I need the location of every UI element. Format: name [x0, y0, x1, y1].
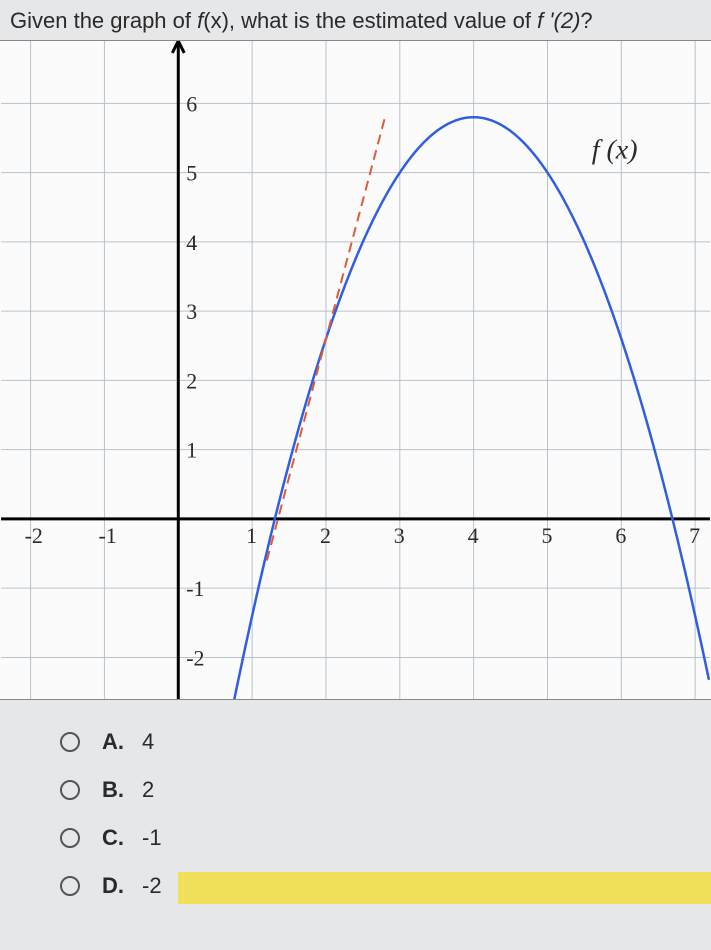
question-text: Given the graph of f(x), what is the est… [0, 0, 711, 40]
q-fprime: f '(2) [537, 8, 580, 33]
option-value: 4 [142, 729, 182, 755]
q-prefix: Given the graph of [10, 8, 197, 33]
radio-icon[interactable] [60, 732, 80, 752]
option-letter: D. [102, 873, 142, 899]
radio-icon[interactable] [60, 876, 80, 896]
option-a[interactable]: A. 4 [60, 718, 711, 766]
svg-text:6: 6 [615, 523, 626, 548]
option-b[interactable]: B. 2 [60, 766, 711, 814]
option-letter: C. [102, 825, 142, 851]
svg-text:-1: -1 [98, 523, 116, 548]
svg-text:-2: -2 [25, 523, 43, 548]
function-plot: -2 -1 1 2 3 4 5 6 7 -2 -1 1 2 3 4 5 6 f (x) [0, 41, 711, 699]
radio-icon[interactable] [60, 780, 80, 800]
svg-text:1: 1 [186, 438, 197, 463]
svg-text:f (x): f (x) [592, 135, 638, 166]
svg-text:-2: -2 [186, 645, 204, 670]
svg-text:7: 7 [689, 523, 700, 548]
option-letter: A. [102, 729, 142, 755]
svg-text:3: 3 [394, 523, 405, 548]
q-mid: , what is the estimated value of [229, 8, 537, 33]
option-d[interactable]: D. -2 [60, 862, 711, 910]
option-letter: B. [102, 777, 142, 803]
q-suffix: ? [580, 8, 592, 33]
svg-text:5: 5 [541, 523, 552, 548]
svg-text:3: 3 [186, 299, 197, 324]
option-value: 2 [142, 777, 182, 803]
svg-text:4: 4 [186, 230, 197, 255]
option-value: -1 [142, 825, 182, 851]
svg-text:-1: -1 [186, 576, 204, 601]
svg-text:5: 5 [186, 161, 197, 186]
answer-options: A. 4 B. 2 C. -1 D. -2 [0, 712, 711, 910]
svg-text:2: 2 [320, 523, 331, 548]
svg-text:6: 6 [186, 91, 197, 116]
graph-area: -2 -1 1 2 3 4 5 6 7 -2 -1 1 2 3 4 5 6 f (x) [0, 40, 711, 700]
svg-text:4: 4 [468, 523, 479, 548]
q-xarg: (x) [203, 8, 229, 33]
option-value: -2 [142, 873, 182, 899]
svg-text:1: 1 [246, 523, 257, 548]
option-c[interactable]: C. -1 [60, 814, 711, 862]
svg-text:2: 2 [186, 368, 197, 393]
radio-icon[interactable] [60, 828, 80, 848]
